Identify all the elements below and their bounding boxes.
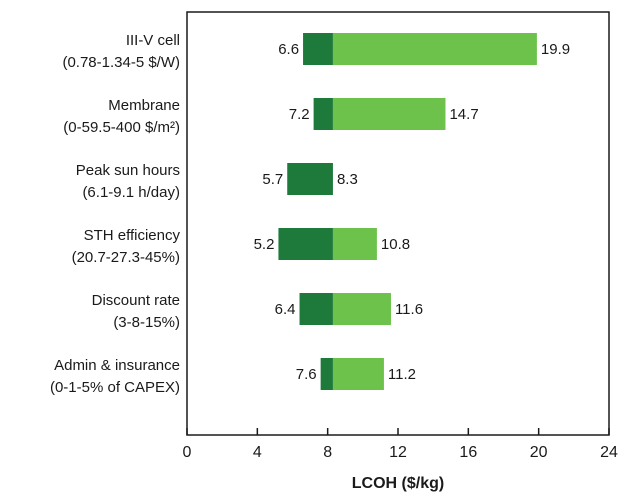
category-name-4: Discount rate [92,292,180,309]
bar-high-5 [332,358,384,390]
category-name-0: III-V cell [126,32,180,49]
category-name-2: Peak sun hours [76,162,180,179]
category-range-2: (6.1-9.1 h/day) [82,184,180,201]
x-tick-label-0: 0 [183,444,192,461]
value-label-high-5: 11.2 [388,366,416,383]
bar-low-2 [287,163,333,195]
bar-low-3 [278,228,333,260]
value-label-low-5: 7.6 [296,366,317,383]
x-tick-label-2: 8 [323,444,332,461]
bar-high-0 [332,33,537,65]
category-range-1: (0-59.5-400 $/m²) [63,119,180,136]
bar-high-3 [332,228,377,260]
value-label-low-0: 6.6 [278,41,299,58]
value-label-high-4: 11.6 [395,301,423,318]
category-range-3: (20.7-27.3-45%) [72,249,180,266]
x-axis-title: LCOH ($/kg) [352,475,444,492]
bars-group: 6.6 19.9 7.2 14.7 5.7 8.3 5.2 10.8 6.4 11.6 7.6 11.… [254,33,570,390]
bar-high-4 [332,293,391,325]
value-label-high-2: 8.3 [337,171,358,188]
category-name-3: STH efficiency [84,227,181,244]
x-axis-ticks: 0 4 8 12 16 20 24 [183,428,618,461]
category-labels-group: III-V cell (0.78-1.34-5 $/W) Membrane (0-59… [50,32,181,396]
value-label-low-2: 5.7 [262,171,283,188]
category-range-0: (0.78-1.34-5 $/W) [62,54,180,71]
bar-low-5 [320,358,333,390]
x-tick-label-4: 16 [459,444,477,461]
category-name-1: Membrane [108,97,180,114]
category-range-4: (3-8-15%) [113,314,180,331]
value-label-high-0: 19.9 [541,41,570,58]
bar-low-1 [313,98,333,130]
x-tick-label-6: 24 [600,444,618,461]
category-range-5: (0-1-5% of CAPEX) [50,379,180,396]
value-label-high-3: 10.8 [381,236,410,253]
value-label-high-1: 14.7 [449,106,478,123]
bar-low-0 [303,33,333,65]
x-tick-label-5: 20 [530,444,548,461]
value-label-low-4: 6.4 [275,301,296,318]
x-tick-label-3: 12 [389,444,407,461]
category-name-5: Admin & insurance [54,357,180,374]
bar-high-1 [332,98,446,130]
value-label-low-1: 7.2 [289,106,310,123]
value-label-low-3: 5.2 [254,236,275,253]
bar-low-4 [299,293,333,325]
x-tick-label-1: 4 [253,444,262,461]
